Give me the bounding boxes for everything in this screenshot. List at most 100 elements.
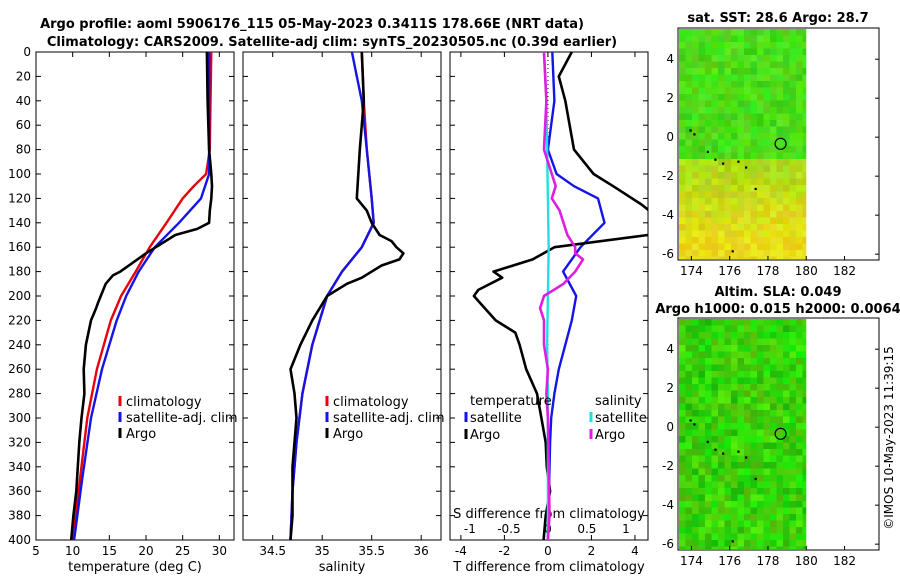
map-cell <box>770 256 777 259</box>
map-cell <box>698 133 705 140</box>
map-cell <box>789 371 796 378</box>
map-cell <box>731 87 738 94</box>
map-cell <box>750 35 757 42</box>
map-cell <box>770 74 777 81</box>
map-frame <box>677 27 880 261</box>
map-cell <box>744 61 751 68</box>
map-cell <box>698 319 705 326</box>
map-cell <box>711 345 718 352</box>
depth-tick-label: 300 <box>8 411 31 425</box>
map-cell <box>802 191 807 198</box>
map-cell <box>685 94 692 101</box>
map-cell <box>757 94 764 101</box>
map-cell <box>724 319 731 326</box>
map-cell <box>802 61 807 68</box>
map-cell <box>685 345 692 352</box>
map-cell <box>796 191 803 198</box>
map-cell <box>783 462 790 469</box>
map-cell <box>718 256 725 259</box>
map-cell <box>718 332 725 339</box>
map-cell <box>685 256 692 259</box>
map-cell <box>724 146 731 153</box>
map-cell <box>679 126 686 133</box>
map-cell <box>770 139 777 146</box>
map-cell <box>679 338 686 345</box>
map-cell <box>763 533 770 540</box>
map-cell <box>783 468 790 475</box>
map-cell <box>705 429 712 436</box>
map-cell <box>685 146 692 153</box>
map-cell <box>685 436 692 443</box>
map-cell <box>718 61 725 68</box>
map-cell <box>789 377 796 384</box>
map-cell <box>796 520 803 527</box>
map-cell <box>763 74 770 81</box>
map-cell <box>763 403 770 410</box>
map-cell <box>698 35 705 42</box>
map-cell <box>789 520 796 527</box>
legend-label: Argo <box>595 428 625 443</box>
island-marker <box>693 423 696 426</box>
map-cell <box>705 230 712 237</box>
map-cell <box>763 126 770 133</box>
map-cell <box>770 113 777 120</box>
map-cell <box>757 332 764 339</box>
map-cell <box>802 345 807 352</box>
map-cell <box>776 126 783 133</box>
map-cell <box>796 338 803 345</box>
map-cell <box>789 81 796 88</box>
map-cell <box>685 351 692 358</box>
map-cell <box>776 397 783 404</box>
island-marker <box>731 540 734 543</box>
map-cell <box>718 338 725 345</box>
map-cell <box>770 230 777 237</box>
map-cell <box>724 237 731 244</box>
map-cell <box>731 501 738 508</box>
map-cell <box>770 42 777 49</box>
map-cell <box>692 546 699 549</box>
map-cell <box>724 29 731 36</box>
map-cell <box>757 35 764 42</box>
map-cell <box>698 546 705 549</box>
map-cell <box>692 540 699 547</box>
map-cell <box>692 358 699 365</box>
map-cell <box>757 87 764 94</box>
map-cell <box>685 172 692 179</box>
map-cell <box>757 230 764 237</box>
map-cell <box>685 520 692 527</box>
map-cell <box>711 540 718 547</box>
map-cell <box>776 178 783 185</box>
map-cell <box>757 178 764 185</box>
map-cell <box>724 468 731 475</box>
map-cell <box>783 403 790 410</box>
map-cell <box>724 152 731 159</box>
map-cell <box>692 345 699 352</box>
map-cell <box>731 345 738 352</box>
map-cell <box>789 501 796 508</box>
map-cell <box>724 449 731 456</box>
map-cell <box>698 397 705 404</box>
map-cell <box>744 35 751 42</box>
map-cell <box>718 191 725 198</box>
map-cell <box>750 126 757 133</box>
map-cell <box>789 243 796 250</box>
map-cell <box>705 494 712 501</box>
map-cell <box>724 514 731 521</box>
map-cell <box>679 416 686 423</box>
map-cell <box>685 87 692 94</box>
map-cell <box>679 442 686 449</box>
map-cell <box>705 546 712 549</box>
island-marker <box>706 440 709 444</box>
map-cell <box>750 185 757 192</box>
map-cell <box>763 243 770 250</box>
map-cell <box>692 364 699 371</box>
map-cell <box>692 237 699 244</box>
map-cell <box>763 390 770 397</box>
map-cell <box>783 211 790 218</box>
map-cell <box>796 481 803 488</box>
map-cell <box>763 449 770 456</box>
map-cell <box>724 42 731 49</box>
map-cell <box>789 410 796 417</box>
map-cell <box>705 462 712 469</box>
map-cell <box>718 358 725 365</box>
